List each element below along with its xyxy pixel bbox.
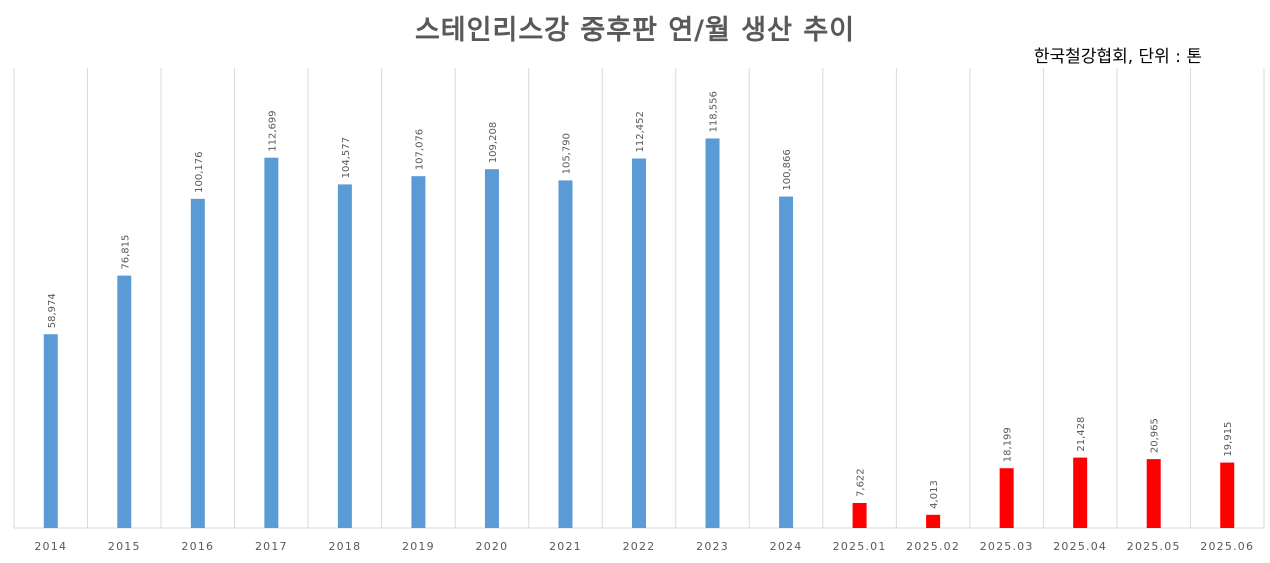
x-tick-label: 2015 [108, 540, 141, 553]
data-label: 76,815 [120, 235, 131, 270]
bar-2025.05 [1146, 459, 1161, 528]
x-tick-label: 2022 [623, 540, 656, 553]
gridlines [13, 68, 1265, 529]
bar-2025.03 [999, 468, 1014, 528]
x-tick-label: 2025.06 [1200, 540, 1254, 553]
bar-2020 [484, 169, 499, 529]
x-tick-label: 2020 [476, 540, 509, 553]
data-label: 21,428 [1076, 417, 1087, 452]
x-tick-label: 2016 [181, 540, 214, 553]
x-tick-label: 2025.04 [1053, 540, 1107, 553]
data-label: 4,013 [929, 480, 940, 509]
data-label: 20,965 [1150, 418, 1161, 453]
data-label: 112,699 [267, 110, 278, 151]
x-tick-label: 2023 [696, 540, 729, 553]
data-label: 100,866 [782, 149, 793, 190]
x-tick-label: 2021 [549, 540, 582, 553]
bar-2016 [190, 198, 205, 528]
bar-2022 [632, 158, 646, 528]
bars [43, 138, 1235, 529]
data-label: 105,790 [561, 133, 572, 174]
x-tick-label: 2025.05 [1127, 540, 1181, 553]
data-label: 58,974 [47, 293, 58, 328]
bar-2023 [705, 138, 720, 528]
chart-title: 스테인리스강 중후판 연/월 생산 추이 [414, 15, 856, 46]
data-label: 100,176 [194, 151, 205, 192]
x-tick-label: 2025.01 [833, 540, 887, 553]
bar-2015 [117, 275, 132, 528]
x-tick-label: 2025.03 [980, 540, 1034, 553]
data-label: 19,915 [1223, 422, 1234, 457]
bar-2021 [558, 180, 573, 528]
data-label: 104,577 [341, 137, 352, 178]
bar-2025.04 [1073, 457, 1088, 528]
data-labels: 58,974 76,815 100,176 112,699 104,577 107,076… [47, 91, 1234, 509]
bar-2019 [411, 176, 426, 528]
x-tick-label: 2018 [328, 540, 361, 553]
bar-2025.02 [926, 514, 941, 528]
data-label: 7,622 [856, 468, 867, 497]
data-label: 107,076 [414, 129, 425, 170]
x-tick-label: 2019 [402, 540, 435, 553]
x-tick-label: 2024 [770, 540, 803, 553]
x-tick-label: 2014 [34, 540, 67, 553]
data-label: 118,556 [709, 91, 720, 132]
bar-2025.06 [1220, 462, 1235, 528]
bar-2018 [337, 184, 352, 528]
data-label: 112,452 [635, 111, 646, 152]
x-tick-label: 2017 [255, 540, 288, 553]
source-note: 한국철강협회, 단위 : 톤 [1033, 47, 1202, 67]
bar-2025.01 [852, 502, 867, 528]
bar-2014 [43, 334, 58, 528]
x-axis-ticks: 2014 2015 2016 2017 2018 2019 2020 2021 2022 2023… [34, 540, 1254, 553]
bar-2024 [779, 196, 794, 529]
x-tick-label: 2025.02 [906, 540, 960, 553]
data-label: 18,199 [1003, 427, 1014, 462]
data-label: 109,208 [488, 122, 499, 163]
bar-2017 [264, 157, 279, 528]
